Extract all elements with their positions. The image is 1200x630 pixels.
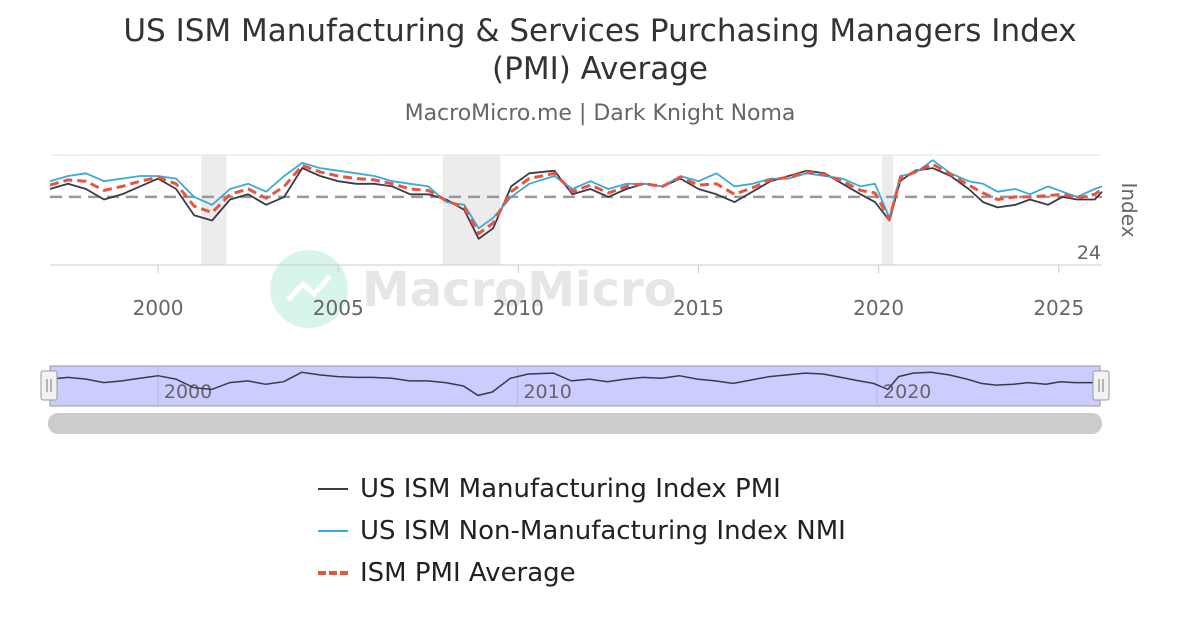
watermark-chart-icon (286, 274, 332, 302)
navigator-ticks: 2000 2010 2020 (157, 366, 931, 406)
x-axis-ticks: 2000 2005 2010 2015 2020 2025 (133, 265, 1084, 320)
legend: US ISM Manufacturing Index PMI US ISM No… (318, 468, 846, 594)
chart-subtitle: MacroMicro.me | Dark Knight Noma (404, 101, 796, 126)
x-tick-label: 2020 (853, 296, 904, 320)
legend-swatch-average (318, 571, 348, 575)
series-line-0[interactable] (49, 167, 1103, 240)
series-line-1[interactable] (49, 159, 1103, 230)
legend-label-manufacturing: US ISM Manufacturing Index PMI (360, 474, 781, 504)
x-tick-label: 2000 (133, 296, 184, 320)
watermark: MacroMicro (270, 250, 677, 328)
navigator-handle-left[interactable] (40, 370, 58, 401)
legend-swatch-manufacturing (318, 488, 348, 490)
navigator[interactable]: 2000 2010 2020 (40, 365, 1110, 434)
watermark-text: MacroMicro (362, 262, 677, 318)
series-line-2[interactable] (49, 162, 1103, 236)
x-tick-label: 2025 (1033, 296, 1084, 320)
navigator-tick-label: 2020 (883, 381, 931, 403)
series-layer (49, 159, 1103, 240)
legend-item-average[interactable]: ISM PMI Average (318, 552, 846, 594)
x-tick-label: 2010 (493, 296, 544, 320)
navigator-handle-right[interactable] (1092, 370, 1110, 401)
x-tick-label: 2015 (673, 296, 724, 320)
recession-band-1 (442, 155, 501, 265)
legend-item-manufacturing[interactable]: US ISM Manufacturing Index PMI (318, 468, 846, 510)
x-tick-label: 2005 (313, 296, 364, 320)
navigator-tick-label: 2000 (164, 381, 212, 403)
y-axis-tick-label: 24 (1077, 242, 1101, 264)
legend-item-services[interactable]: US ISM Non-Manufacturing Index NMI (318, 510, 846, 552)
legend-label-average: ISM PMI Average (360, 558, 576, 588)
legend-label-services: US ISM Non-Manufacturing Index NMI (360, 516, 846, 546)
legend-swatch-services (318, 530, 348, 532)
navigator-tick-label: 2010 (523, 381, 571, 403)
recession-band-2 (882, 155, 894, 265)
y-axis-label: Index (1117, 182, 1141, 237)
navigator-scrollbar[interactable] (48, 413, 1102, 434)
navigator-series (49, 371, 1101, 397)
chart-title: US ISM Manufacturing & Services Purchasi… (123, 13, 1077, 87)
